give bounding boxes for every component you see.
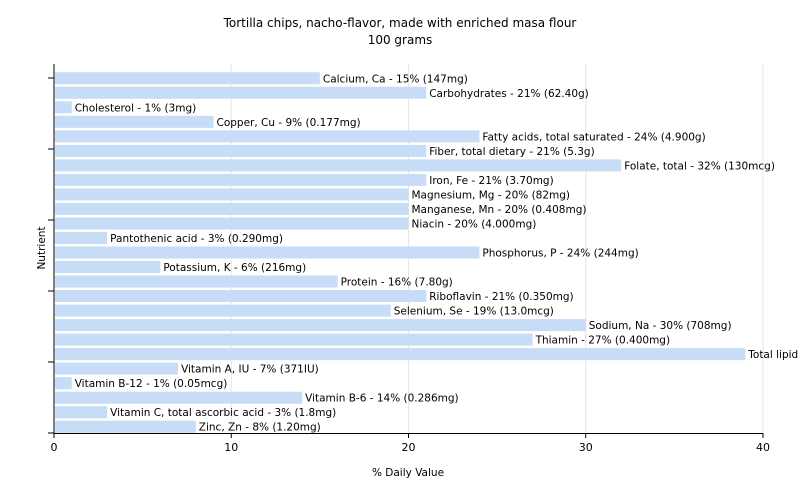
bar-label: Copper, Cu - 9% (0.177mg) (217, 117, 361, 129)
bar (55, 377, 72, 390)
bar (55, 144, 427, 157)
bar (55, 319, 586, 332)
bar-label: Iron, Fe - 21% (3.70mg) (429, 175, 553, 187)
bar-label: Niacin - 20% (4.000mg) (412, 218, 537, 230)
x-axis-label: % Daily Value (372, 467, 444, 479)
bar (55, 391, 303, 404)
x-tick-label: 30 (579, 441, 593, 454)
bar-label: Manganese, Mn - 20% (0.408mg) (412, 204, 587, 216)
bar (55, 362, 179, 375)
chart-title: Tortilla chips, nacho-flavor, made with … (223, 16, 577, 30)
bar-label: Cholesterol - 1% (3mg) (75, 102, 197, 114)
x-tick-label: 20 (402, 441, 416, 454)
bar (55, 86, 427, 99)
bar-label: Vitamin A, IU - 7% (371IU) (181, 364, 319, 376)
chart-subtitle: 100 grams (368, 33, 433, 47)
bar (55, 290, 427, 303)
bar-label: Carbohydrates - 21% (62.40g) (429, 88, 589, 100)
bar-label: Fiber, total dietary - 21% (5.3g) (429, 146, 594, 158)
bar-label: Potassium, K - 6% (216mg) (163, 262, 306, 274)
bar (55, 72, 320, 85)
x-tick-labels: 0 10 20 30 40 (51, 441, 771, 454)
bar-label: Calcium, Ca - 15% (147mg) (323, 73, 468, 85)
bar (55, 333, 533, 346)
bar-label: Magnesium, Mg - 20% (82mg) (412, 189, 571, 201)
bar-label: Riboflavin - 21% (0.350mg) (429, 291, 573, 303)
bar (55, 231, 108, 244)
bar (55, 173, 427, 186)
bar-label: Thiamin - 27% (0.400mg) (535, 335, 671, 347)
bar-label: Vitamin C, total ascorbic acid - 3% (1.8… (110, 407, 336, 419)
x-tick-label: 0 (51, 441, 58, 454)
bar (55, 246, 480, 259)
bars (55, 72, 746, 433)
bar (55, 406, 108, 419)
bar-label: Phosphorus, P - 24% (244mg) (482, 248, 638, 260)
bar (55, 188, 409, 201)
x-tick-label: 40 (756, 441, 770, 454)
bar (55, 420, 196, 433)
bar-label: Folate, total - 32% (130mcg) (624, 160, 775, 172)
bar (55, 101, 72, 114)
bar (55, 217, 409, 230)
bar-label: Sodium, Na - 30% (708mg) (589, 320, 732, 332)
bar-label: Vitamin B-6 - 14% (0.286mg) (305, 393, 459, 405)
bar-label: Total lipid (fat) - 39% (25.60g) (747, 349, 800, 361)
bar (55, 275, 338, 288)
bar (55, 261, 161, 274)
bar (55, 159, 622, 172)
bar-label: Vitamin B-12 - 1% (0.05mcg) (75, 378, 228, 390)
bar-label: Selenium, Se - 19% (13.0mcg) (394, 306, 554, 318)
bar-label: Fatty acids, total saturated - 24% (4.90… (482, 131, 705, 143)
bar (55, 130, 480, 143)
y-axis-label: Nutrient (36, 226, 48, 269)
bar-label: Zinc, Zn - 8% (1.20mg) (199, 422, 321, 434)
bar (55, 202, 409, 215)
x-tick-label: 10 (224, 441, 238, 454)
bar (55, 348, 746, 361)
axes (48, 64, 764, 438)
bar-labels: Calcium, Ca - 15% (147mg) Carbohydrates -… (75, 73, 800, 433)
bar (55, 115, 214, 128)
bar-label: Protein - 16% (7.80g) (341, 277, 453, 289)
bar (55, 304, 391, 317)
bar-label: Pantothenic acid - 3% (0.290mg) (110, 233, 283, 245)
